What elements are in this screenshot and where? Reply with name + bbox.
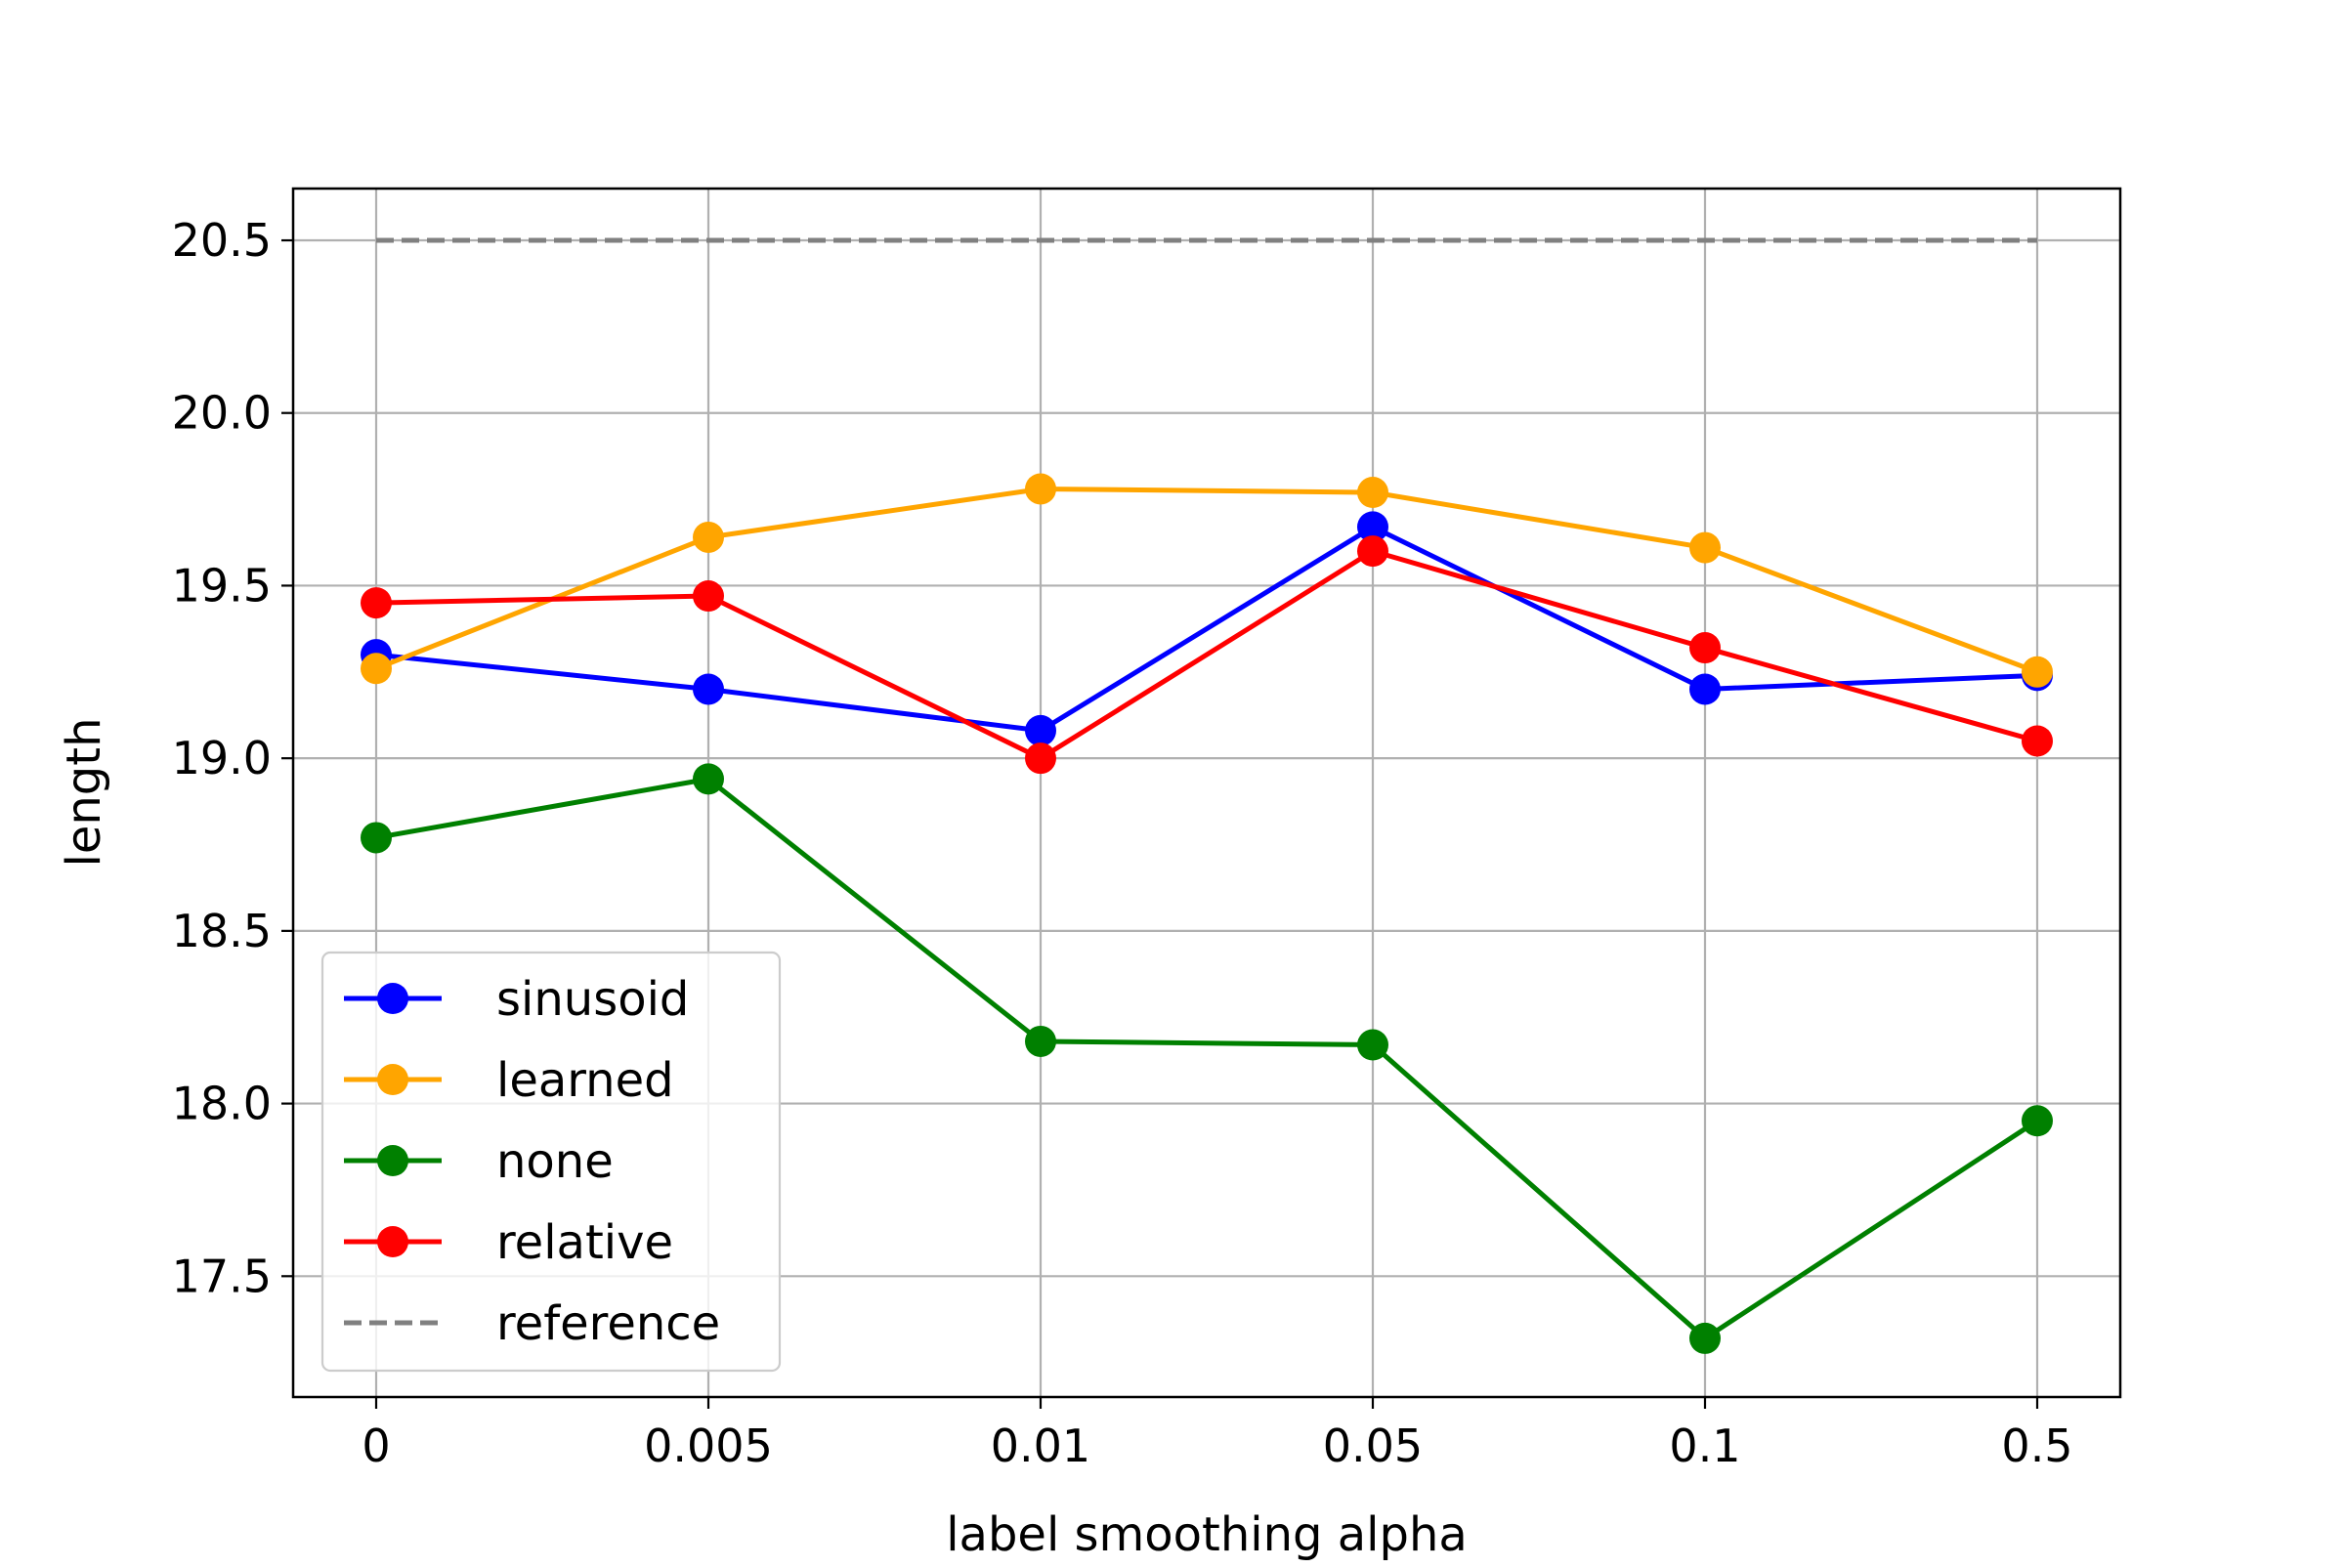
data-point-relative xyxy=(1025,742,1056,775)
data-point-relative xyxy=(1689,632,1721,664)
series-line-none xyxy=(375,776,2039,1341)
legend-marker-none xyxy=(377,1145,408,1176)
legend-item-reference: reference xyxy=(344,1296,720,1351)
y-tick-label: 18.0 xyxy=(172,1078,272,1130)
legend-marker-relative xyxy=(377,1226,408,1257)
series-none xyxy=(361,763,2053,1354)
series-line-relative xyxy=(375,548,2038,761)
data-point-learned xyxy=(1025,473,1056,505)
series-relative xyxy=(361,535,2053,775)
legend-label-learned: learned xyxy=(496,1053,674,1108)
x-tick-label: 0 xyxy=(362,1420,390,1472)
legend-label-reference: reference xyxy=(496,1296,720,1351)
x-tick-label: 0.05 xyxy=(1323,1420,1423,1472)
legend-marker-learned xyxy=(377,1064,408,1095)
y-tick-label: 18.5 xyxy=(172,905,272,957)
legend-label-sinusoid: sinusoid xyxy=(496,972,689,1027)
data-point-learned xyxy=(1689,531,1721,564)
y-tick-label: 19.0 xyxy=(172,732,272,784)
data-point-learned xyxy=(361,653,392,685)
series-layer xyxy=(361,237,2053,1354)
legend-item-sinusoid: sinusoid xyxy=(344,972,689,1027)
legend-marker-sinusoid xyxy=(377,983,408,1014)
data-point-none xyxy=(1025,1025,1056,1057)
data-point-sinusoid xyxy=(1689,673,1721,705)
series-line-sinusoid xyxy=(375,524,2038,734)
x-tick-label: 0.01 xyxy=(991,1420,1090,1472)
data-point-relative xyxy=(1357,535,1388,568)
data-point-none xyxy=(2022,1105,2053,1137)
series-learned xyxy=(361,473,2053,688)
axis-ticks: 0 0.005 0.01 0.05 0.1 0.5 17.5 18.0 18.5 19.0 19.5… xyxy=(172,214,2073,1472)
data-point-none xyxy=(1689,1322,1721,1354)
x-tick-label: 0.005 xyxy=(644,1420,773,1472)
y-axis-label: length xyxy=(57,718,111,868)
data-point-relative xyxy=(2022,725,2053,757)
y-tick-label: 20.0 xyxy=(172,387,272,440)
data-point-sinusoid xyxy=(693,673,724,705)
data-point-sinusoid xyxy=(1025,714,1056,746)
legend-item-learned: learned xyxy=(344,1053,674,1108)
series-line-learned xyxy=(375,486,2038,675)
legend-label-relative: relative xyxy=(496,1215,673,1270)
data-point-relative xyxy=(693,580,724,613)
legend-label-none: none xyxy=(496,1134,614,1189)
legend: sinusoid learned none relative reference xyxy=(320,951,782,1373)
data-point-none xyxy=(1357,1029,1388,1061)
x-axis-label: label smoothing alpha xyxy=(946,1507,1468,1562)
legend-item-relative: relative xyxy=(344,1215,673,1270)
data-point-learned xyxy=(1357,477,1388,509)
data-point-sinusoid xyxy=(1357,511,1388,543)
y-tick-label: 20.5 xyxy=(172,214,272,267)
x-tick-label: 0.5 xyxy=(2001,1420,2072,1472)
legend-box xyxy=(320,951,782,1373)
data-point-relative xyxy=(361,587,392,619)
y-tick-label: 17.5 xyxy=(172,1250,272,1302)
legend-item-none: none xyxy=(344,1134,614,1189)
data-point-learned xyxy=(693,521,724,553)
data-point-none xyxy=(693,763,724,795)
x-tick-label: 0.1 xyxy=(1669,1420,1740,1472)
plot-frame xyxy=(291,187,2122,1399)
data-point-none xyxy=(361,822,392,854)
y-tick-label: 19.5 xyxy=(172,559,272,612)
data-point-learned xyxy=(2022,656,2053,688)
